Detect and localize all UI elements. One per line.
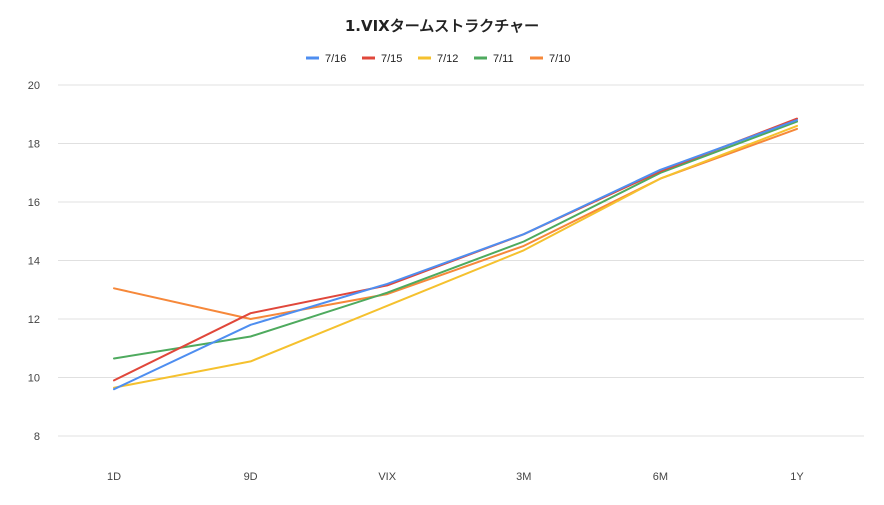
- legend-item[interactable]: 7/12: [418, 53, 458, 65]
- legend[interactable]: 7/16 7/15 7/12 7/11 7/10: [306, 53, 570, 65]
- x-tick-label: VIX: [378, 471, 396, 483]
- y-tick-label: 18: [28, 139, 40, 151]
- legend-swatch: [362, 56, 375, 60]
- y-tick-label: 14: [28, 256, 40, 268]
- y-tick-label: 12: [28, 314, 40, 326]
- x-tick-label: 9D: [244, 471, 258, 483]
- y-tick-label: 10: [28, 373, 40, 385]
- series-line-7/16[interactable]: [113, 119, 798, 391]
- x-tick-label: 6M: [653, 471, 668, 483]
- legend-label: 7/16: [325, 53, 346, 65]
- y-axis: 8 10 12 14 16 18 20: [28, 80, 40, 443]
- legend-label: 7/15: [381, 53, 402, 65]
- legend-item[interactable]: 7/10: [530, 53, 570, 65]
- y-tick-label: 20: [28, 80, 40, 92]
- chart-title: 1.VIXタームストラクチャー: [345, 17, 539, 35]
- legend-swatch: [530, 56, 543, 60]
- legend-swatch: [474, 56, 487, 60]
- legend-swatch: [306, 56, 319, 60]
- legend-label: 7/11: [493, 53, 514, 65]
- plot-area: [113, 117, 798, 391]
- legend-item[interactable]: 7/11: [474, 53, 514, 65]
- y-tick-label: 16: [28, 197, 40, 209]
- series-line-7/12[interactable]: [113, 124, 798, 389]
- x-tick-label: 1Y: [790, 471, 804, 483]
- legend-label: 7/12: [437, 53, 458, 65]
- series-line-7/11[interactable]: [113, 120, 798, 360]
- x-tick-label: 3M: [516, 471, 531, 483]
- legend-swatch: [418, 56, 431, 60]
- legend-item[interactable]: 7/16: [306, 53, 346, 65]
- x-axis: 1D 9D VIX 3M 6M 1Y: [107, 471, 804, 483]
- y-tick-label: 8: [34, 431, 40, 443]
- x-tick-label: 1D: [107, 471, 121, 483]
- legend-label: 7/10: [549, 53, 570, 65]
- legend-item[interactable]: 7/15: [362, 53, 402, 65]
- gridlines: [58, 84, 864, 437]
